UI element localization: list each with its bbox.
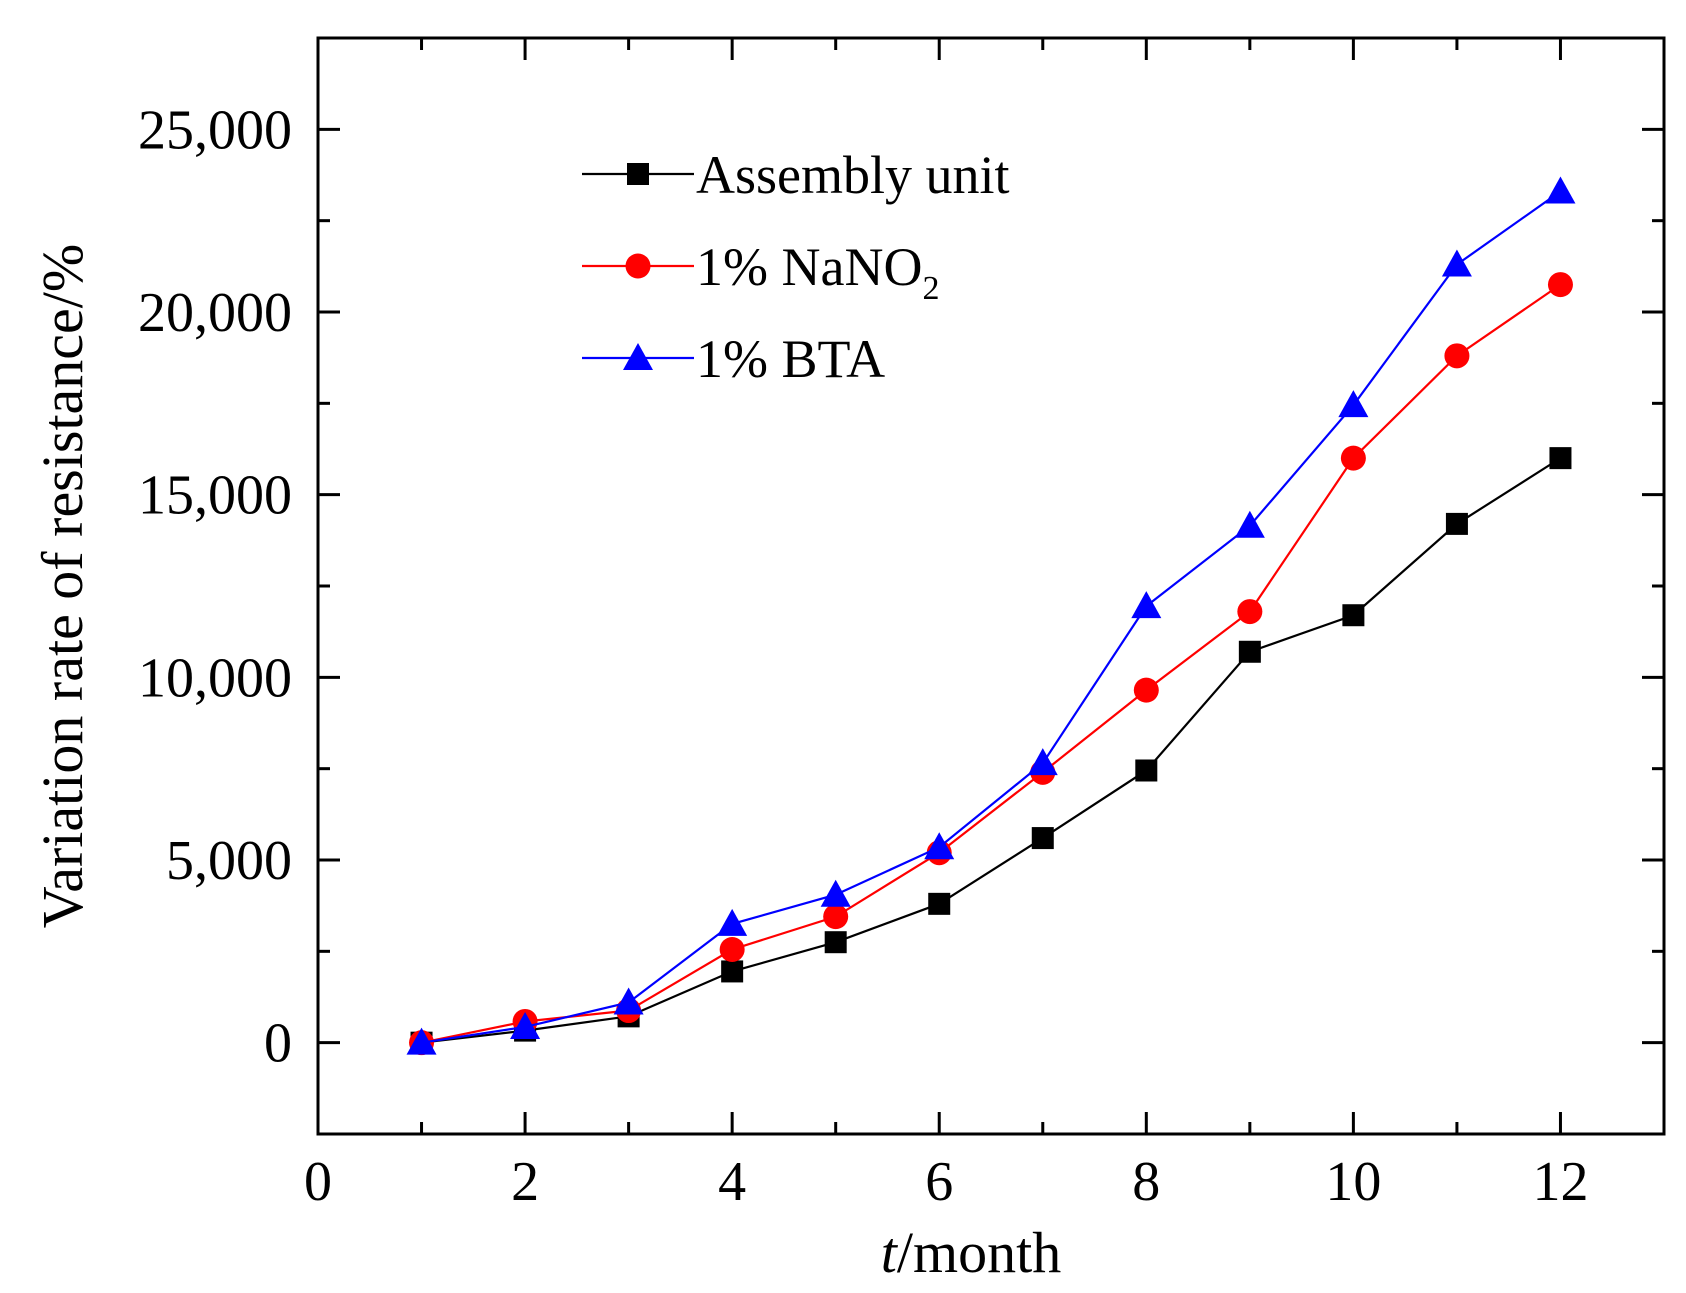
x-axis-title: t/month bbox=[881, 1220, 1061, 1285]
data-point bbox=[924, 832, 955, 860]
legend-label: 1% NaNO2 bbox=[696, 237, 939, 307]
data-point bbox=[1237, 599, 1263, 625]
y-tick-label: 15,000 bbox=[138, 465, 292, 527]
data-point bbox=[1441, 249, 1472, 277]
data-point bbox=[1238, 640, 1261, 663]
data-point bbox=[1445, 512, 1468, 535]
data-point bbox=[1027, 748, 1058, 776]
data-point bbox=[823, 904, 849, 930]
x-tick-label: 2 bbox=[511, 1151, 539, 1213]
legend-subscript: 2 bbox=[922, 270, 939, 307]
data-point bbox=[719, 937, 745, 963]
y-tick-label: 10,000 bbox=[138, 647, 292, 709]
y-tick-label: 5,000 bbox=[166, 830, 292, 892]
series-line bbox=[421, 190, 1562, 1044]
data-point bbox=[1133, 677, 1159, 703]
data-point bbox=[717, 908, 748, 936]
series-1 bbox=[409, 272, 1573, 1056]
legend-item: 1% NaNO2 bbox=[582, 237, 939, 307]
series-0 bbox=[410, 447, 1572, 1054]
series-layer bbox=[406, 176, 1576, 1056]
y-tick-label: 25,000 bbox=[138, 99, 292, 161]
x-tick-label: 12 bbox=[1532, 1151, 1588, 1213]
data-point bbox=[721, 960, 744, 983]
legend-label: Assembly unit bbox=[696, 145, 1010, 205]
data-point bbox=[1338, 390, 1369, 418]
x-tick-label: 4 bbox=[718, 1151, 746, 1213]
y-tick-label: 20,000 bbox=[138, 282, 292, 344]
data-point bbox=[1549, 447, 1572, 470]
y-tick-label: 0 bbox=[264, 1013, 292, 1075]
data-point bbox=[1547, 272, 1573, 298]
x-tick-label: 8 bbox=[1132, 1151, 1160, 1213]
data-point bbox=[1444, 343, 1470, 369]
data-point bbox=[1031, 827, 1054, 850]
series-line bbox=[421, 283, 1562, 1044]
data-point bbox=[613, 987, 644, 1015]
legend-item: 1% BTA bbox=[582, 329, 885, 389]
legend-label: 1% BTA bbox=[696, 329, 885, 389]
x-tick-label: 6 bbox=[925, 1151, 953, 1213]
data-point bbox=[1342, 604, 1365, 627]
data-point bbox=[406, 1027, 437, 1055]
data-point bbox=[510, 1011, 541, 1039]
data-point bbox=[1545, 176, 1576, 204]
y-axis-title: Variation rate of resistance/% bbox=[30, 244, 95, 928]
x-tick-label: 0 bbox=[304, 1151, 332, 1213]
legend-marker bbox=[627, 163, 649, 185]
data-point bbox=[1234, 510, 1265, 538]
legend-item: Assembly unit bbox=[582, 145, 1010, 205]
data-point bbox=[824, 931, 847, 954]
data-point bbox=[1135, 759, 1158, 782]
x-axis-title-unit: /month bbox=[897, 1220, 1061, 1285]
data-point bbox=[928, 892, 951, 915]
data-point bbox=[1340, 445, 1366, 471]
legend-marker bbox=[625, 253, 651, 279]
axes-layer: 0 2 4 6 8 10 12 0 5,000 10,000 15,000 20,000 25,000 bbox=[138, 36, 1666, 1213]
legend-marker bbox=[623, 343, 653, 370]
series-2 bbox=[406, 176, 1576, 1055]
legend: Assembly unit 1% NaNO2 1% BTA bbox=[582, 145, 1010, 389]
series-line bbox=[421, 457, 1562, 1044]
data-point bbox=[1131, 591, 1162, 619]
data-point bbox=[820, 879, 851, 907]
x-tick-label: 10 bbox=[1325, 1151, 1381, 1213]
x-axis-title-variable: t bbox=[881, 1220, 899, 1285]
